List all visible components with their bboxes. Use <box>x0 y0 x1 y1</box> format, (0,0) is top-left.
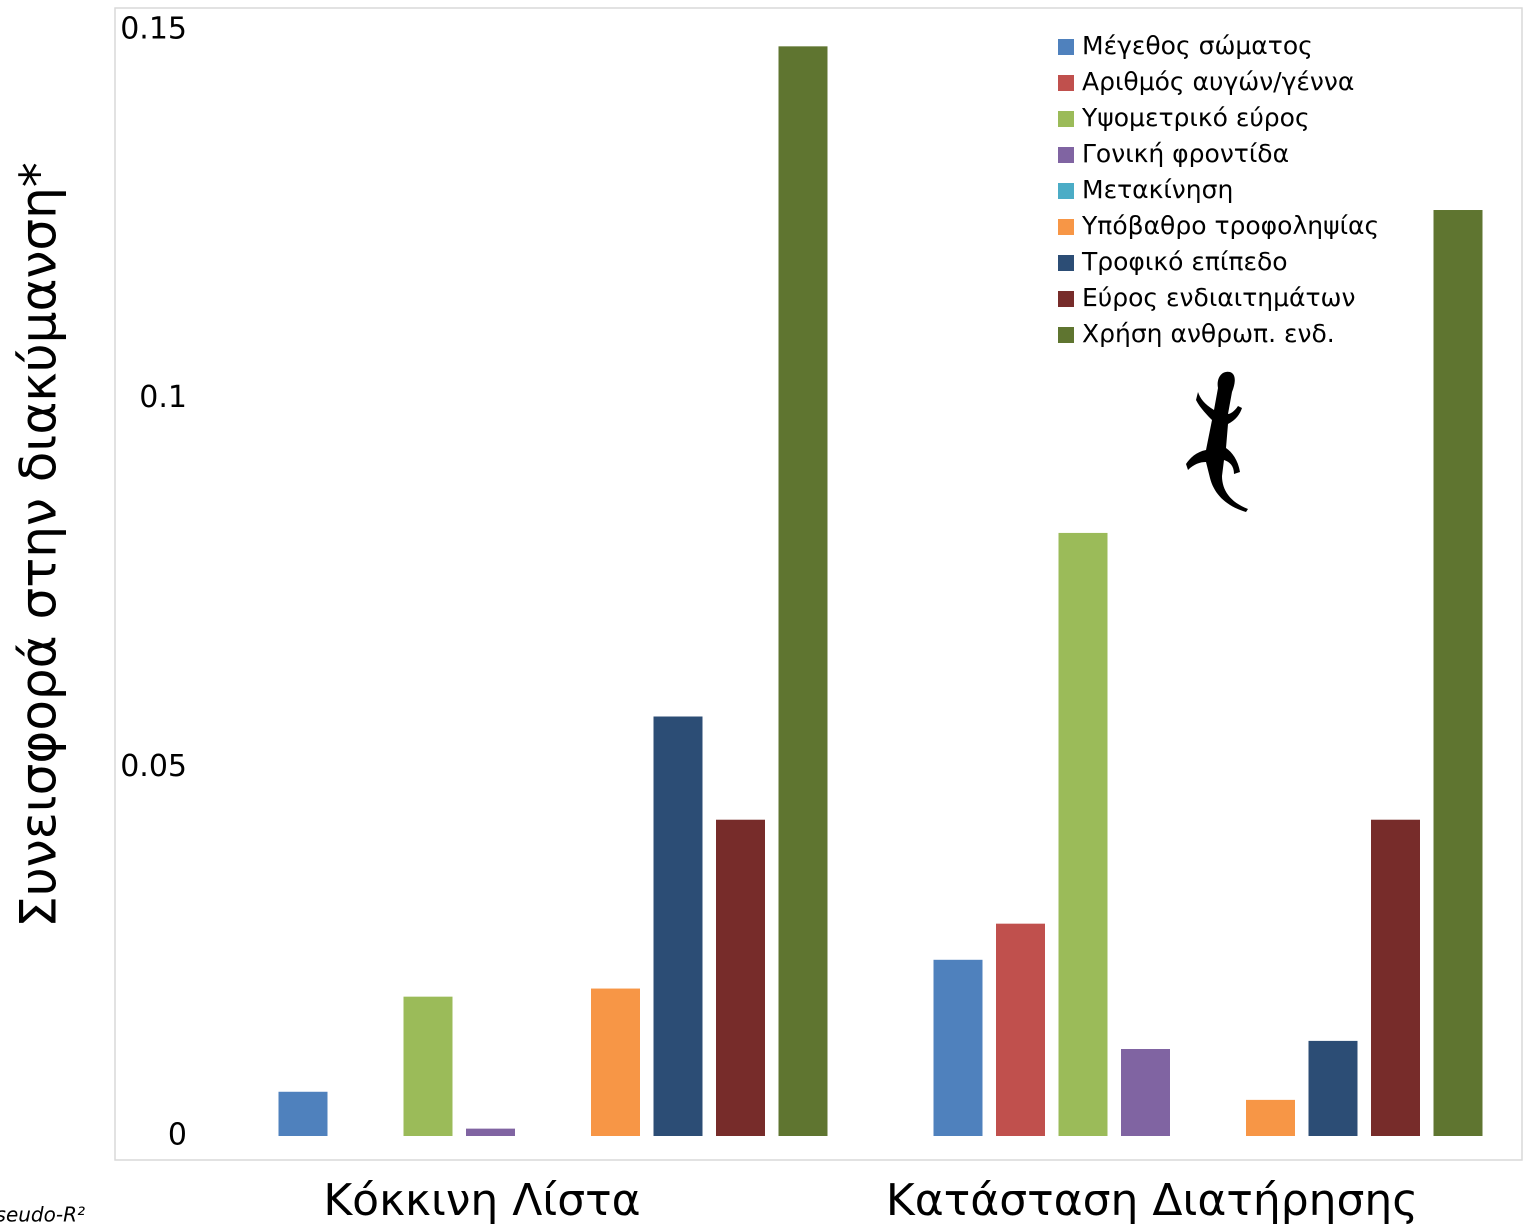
bar <box>591 988 640 1136</box>
legend-label: Τροφικό επίπεδο <box>1081 247 1288 276</box>
bar <box>1246 1099 1295 1136</box>
legend-label: Μέγεθος σώματος <box>1082 31 1313 60</box>
legend-swatch <box>1058 255 1074 271</box>
y-tick-label: 0.05 <box>120 749 187 784</box>
y-tick-label: 0.15 <box>120 12 187 47</box>
bar <box>653 716 703 1136</box>
legend-swatch <box>1058 291 1074 307</box>
legend-swatch <box>1058 39 1074 55</box>
legend-swatch <box>1058 147 1074 163</box>
bar <box>403 996 453 1136</box>
legend-swatch <box>1058 327 1074 343</box>
legend-swatch <box>1058 219 1074 235</box>
y-axis-title: Συνεισφορά στην διακύμανση* <box>10 162 68 928</box>
legend-label: Μετακίνηση <box>1082 175 1233 204</box>
legend-swatch <box>1058 111 1074 127</box>
legend-label: Γονική φροντίδα <box>1082 139 1289 168</box>
bar <box>933 959 983 1136</box>
bar <box>1121 1049 1170 1136</box>
bar <box>778 46 828 1136</box>
bar <box>278 1091 328 1136</box>
legend-label: Χρήση ανθρωπ. ενδ. <box>1082 319 1335 348</box>
legend-label: Υπόβαθρο τροφοληψίας <box>1081 211 1379 240</box>
bar <box>1308 1040 1358 1136</box>
footnote: *Pseudo-R² <box>0 1203 85 1227</box>
gecko-icon <box>1186 371 1248 512</box>
legend-label: Εύρος ενδιαιτημάτων <box>1082 283 1355 312</box>
x-tick-label: Κατάσταση Διατήρησης <box>886 1175 1418 1226</box>
bar <box>996 923 1045 1136</box>
bar <box>1371 819 1420 1136</box>
bar <box>1433 210 1483 1137</box>
legend-swatch <box>1058 75 1074 91</box>
bar <box>466 1128 515 1136</box>
x-tick-label: Κόκκινη Λίστα <box>323 1175 640 1226</box>
legend-label: Υψομετρικό εύρος <box>1081 103 1310 132</box>
bar <box>716 819 765 1136</box>
y-tick-label: 0 <box>168 1118 187 1153</box>
plot-frame <box>114 7 1523 1161</box>
legend-label: Αριθμός αυγών/γέννα <box>1082 67 1354 96</box>
bar <box>1058 532 1108 1136</box>
legend-swatch <box>1058 183 1074 199</box>
y-tick-label: 0.1 <box>139 380 187 415</box>
